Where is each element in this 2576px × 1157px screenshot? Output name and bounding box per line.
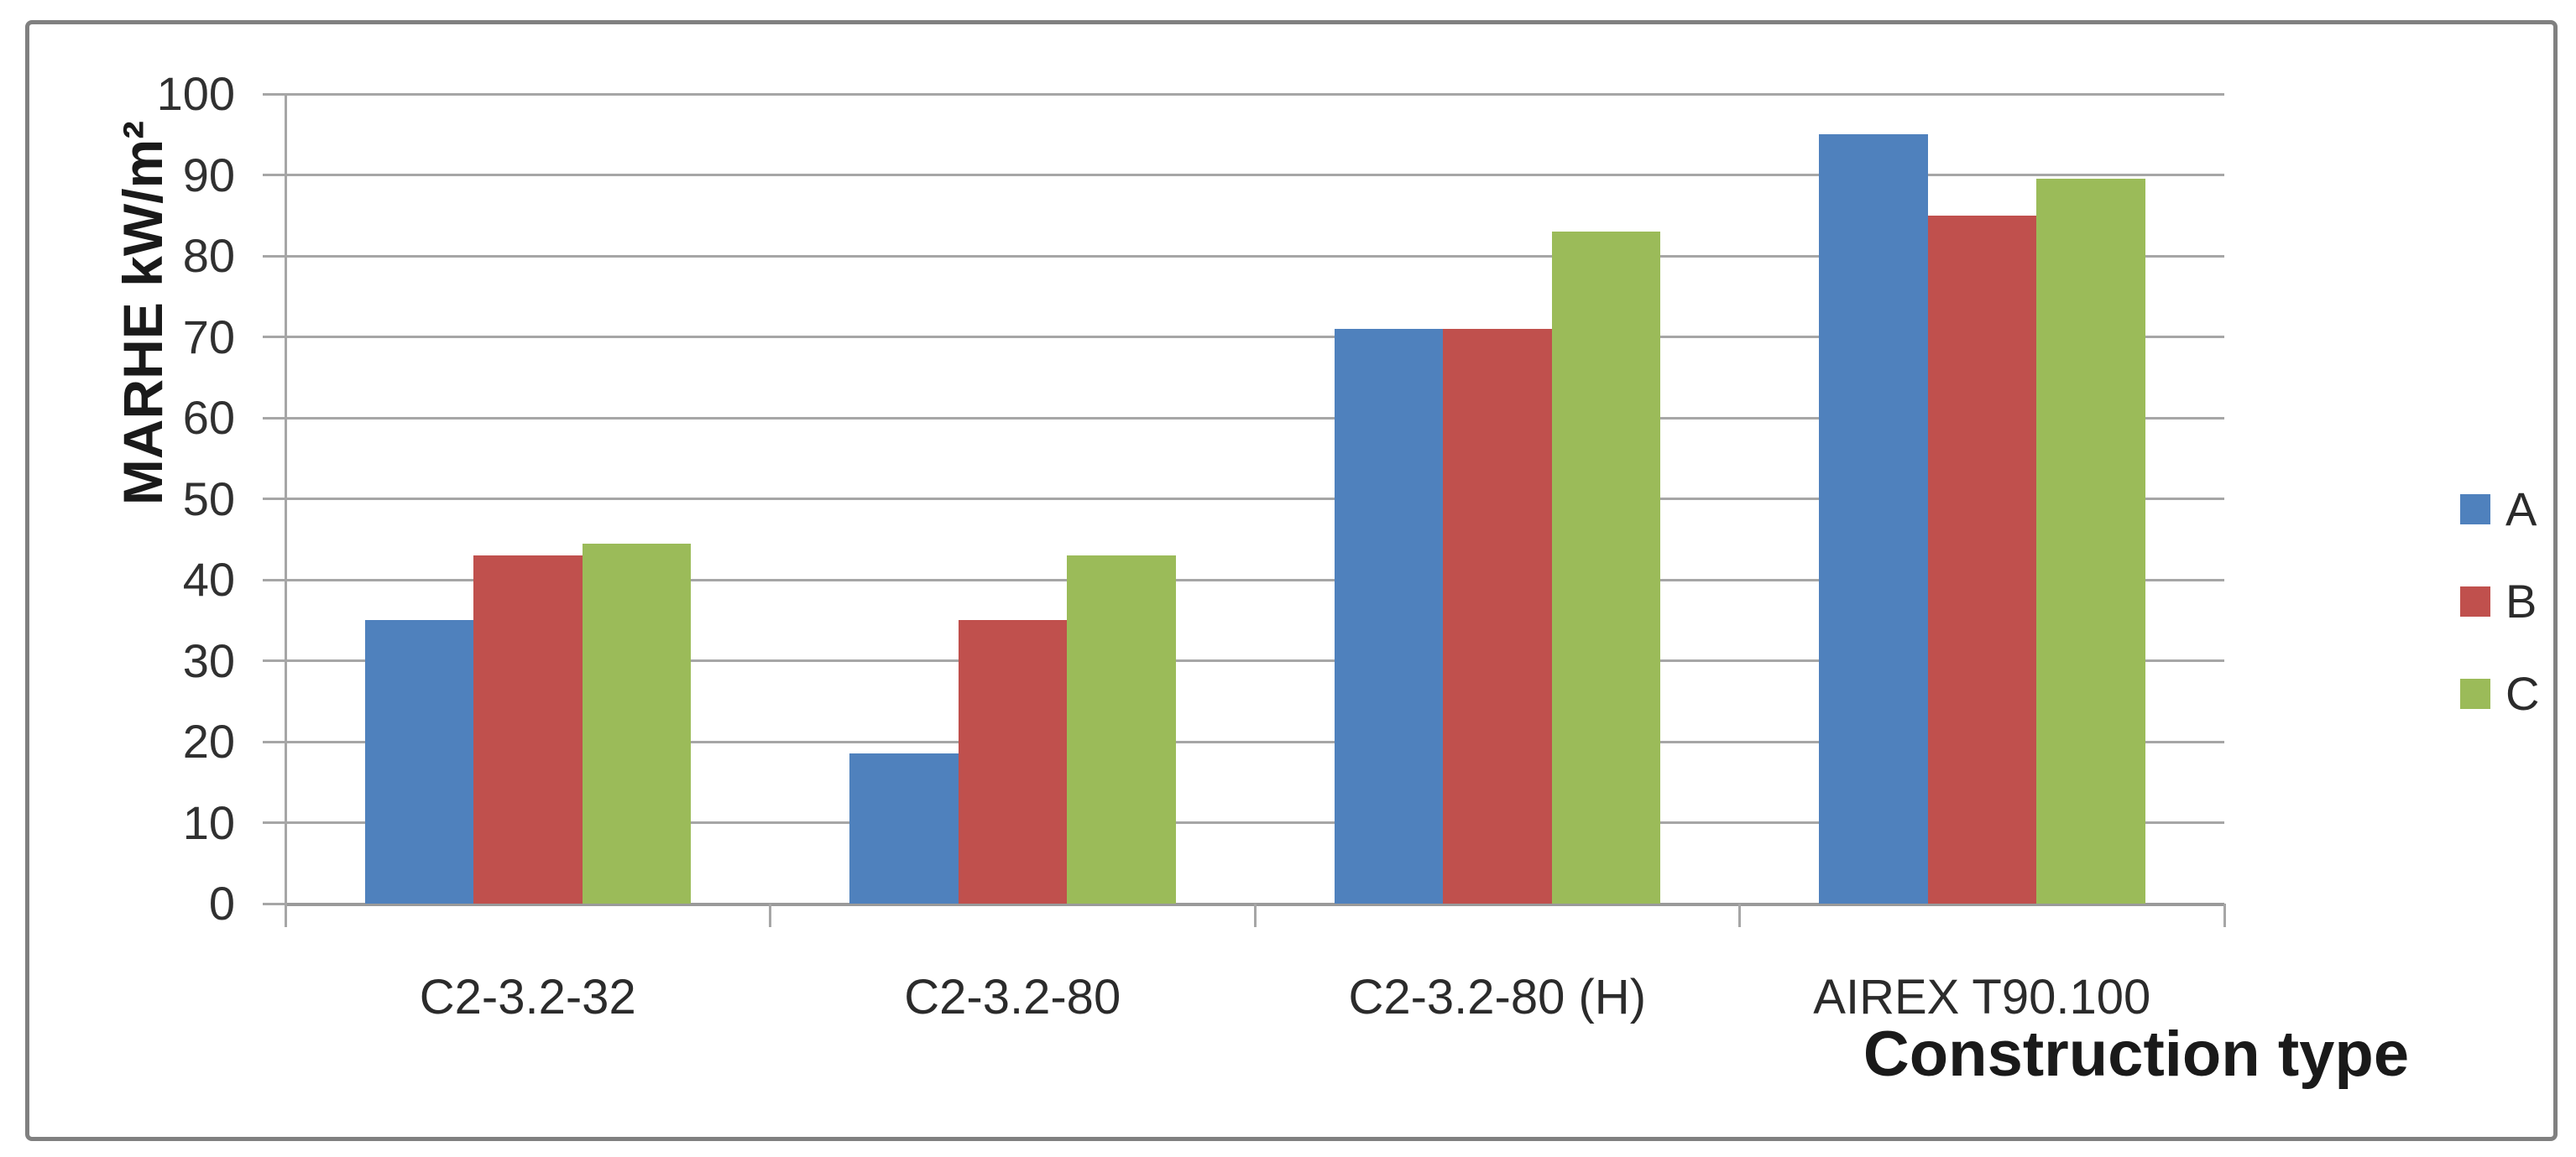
category-label-c2-3.2-80: C2-3.2-80: [904, 970, 1121, 1024]
y-tick-label-90: 90: [182, 148, 235, 201]
y-tick-label-30: 30: [182, 633, 235, 687]
gridline-90: [285, 174, 2224, 176]
category-label-airex-t90.100: AIREX T90.100: [1813, 970, 2151, 1024]
bar-c-c2-3.2-80: [1067, 555, 1176, 904]
legend-item-a: A: [2460, 482, 2539, 535]
y-tick-mark-40: [263, 578, 285, 581]
bar-b-c2-3.2-32: [473, 555, 583, 904]
y-tick-mark-60: [263, 416, 285, 420]
x-tick-mark-2: [1253, 904, 1257, 927]
y-tick-mark-30: [263, 659, 285, 662]
chart-frame: MARHE kW/m² Construction type C2-3.2-32 …: [25, 20, 2558, 1141]
y-tick-label-80: 80: [182, 229, 235, 282]
x-tick-mark-3: [1738, 904, 1741, 927]
x-tick-mark-4: [2223, 904, 2226, 927]
y-tick-label-0: 0: [208, 877, 235, 930]
y-tick-label-20: 20: [182, 715, 235, 768]
legend-swatch-a-icon: [2460, 494, 2490, 524]
gridline-50: [285, 498, 2224, 500]
y-tick-mark-50: [263, 498, 285, 500]
legend-swatch-b-icon: [2460, 586, 2490, 617]
gridline-10: [285, 821, 2224, 824]
y-tick-mark-10: [263, 821, 285, 824]
bar-a-c2-3.2-80: [849, 753, 959, 904]
gridline-60: [285, 416, 2224, 420]
y-tick-label-10: 10: [182, 795, 235, 849]
y-tick-label-50: 50: [182, 472, 235, 525]
legend-label-a: A: [2505, 482, 2537, 535]
gridline-70: [285, 336, 2224, 338]
legend-item-c: C: [2460, 667, 2540, 720]
bar-a-airex t90.100: [1819, 134, 1928, 904]
y-tick-mark-70: [263, 336, 285, 338]
gridline-100: [285, 92, 2224, 96]
bar-c-c2-3.2-32: [582, 543, 691, 904]
y-tick-label-70: 70: [182, 310, 235, 363]
gridline-30: [285, 659, 2224, 662]
y-tick-label-40: 40: [182, 553, 235, 606]
y-tick-mark-80: [263, 254, 285, 258]
y-tick-mark-0: [263, 902, 285, 905]
bar-a-c2-3.2-80 (h): [1334, 328, 1443, 904]
y-axis-line: [285, 94, 287, 927]
bar-b-airex t90.100: [1927, 215, 2036, 904]
legend-swatch-c-icon: [2460, 679, 2490, 709]
bar-c-airex t90.100: [2036, 179, 2145, 904]
bar-b-c2-3.2-80 (h): [1443, 328, 1552, 904]
bar-b-c2-3.2-80: [958, 620, 1067, 904]
legend-label-b: B: [2505, 575, 2537, 628]
legend-label-c: C: [2505, 667, 2540, 720]
legend-item-b: B: [2460, 575, 2539, 628]
legend: A B C: [2460, 482, 2540, 768]
x-tick-mark-1: [769, 904, 771, 927]
bar-a-c2-3.2-32: [364, 620, 473, 904]
x-axis-title: Construction type: [1863, 1019, 2410, 1090]
y-tick-mark-20: [263, 740, 285, 743]
category-label-c2-3.2-80-h: C2-3.2-80 (H): [1348, 970, 1647, 1024]
y-tick-mark-100: [263, 92, 285, 96]
bar-c-c2-3.2-80 (h): [1551, 232, 1660, 904]
gridline-80: [285, 254, 2224, 258]
y-tick-mark-90: [263, 174, 285, 176]
gridline-40: [285, 578, 2224, 581]
category-label-c2-3.2-32: C2-3.2-32: [419, 970, 636, 1024]
y-tick-label-60: 60: [182, 391, 235, 444]
gridline-20: [285, 740, 2224, 743]
y-tick-label-100: 100: [156, 67, 235, 120]
